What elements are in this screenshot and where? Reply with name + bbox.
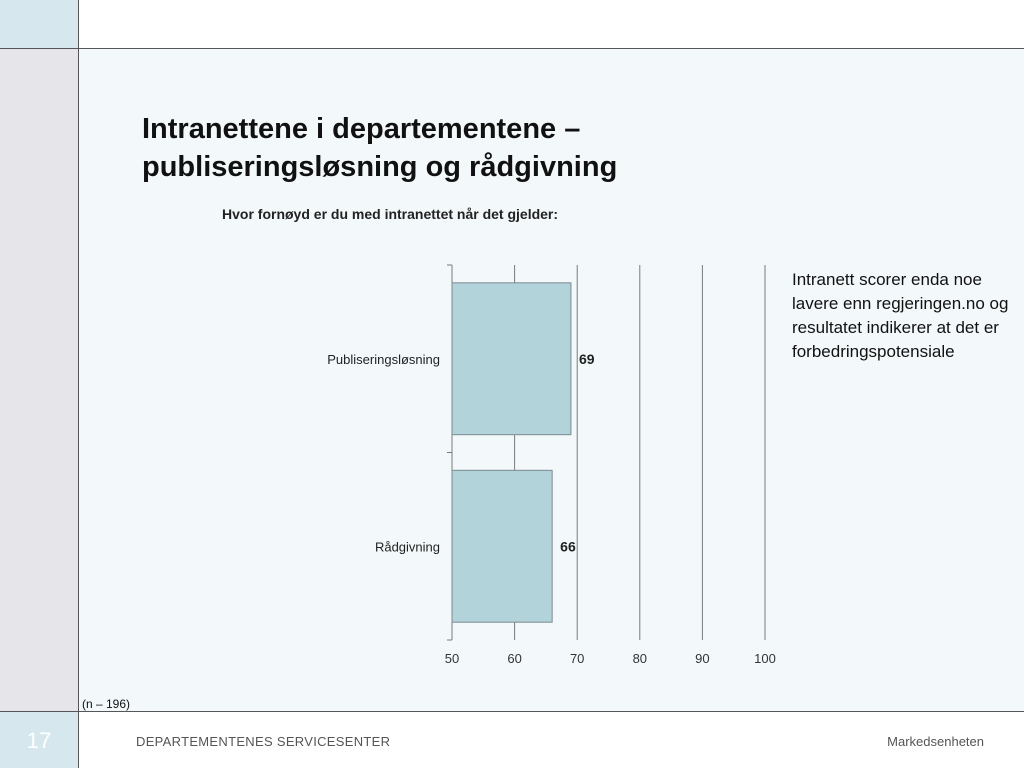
header-accent-block	[0, 0, 78, 48]
footer-unit: Markedsenheten	[887, 734, 984, 749]
x-tick-label: 90	[695, 651, 709, 666]
category-label: Publiseringsløsning	[327, 352, 440, 367]
bar	[451, 282, 572, 436]
top-divider	[0, 48, 1024, 49]
x-tick-label: 70	[570, 651, 584, 666]
bar-chart: 50 60 70 80 90 100 Publiseringsløsning 69 Rådgi…	[327, 264, 776, 666]
page-number: 17	[26, 728, 52, 753]
footer-organization: DEPARTEMENTENES SERVICESENTER	[136, 734, 391, 749]
footer-accent-block	[0, 712, 78, 768]
annotation-text: Intranett scorer enda noe lavere enn reg…	[792, 270, 1009, 361]
slide-title: Intranettene i departementene – publiser…	[142, 113, 618, 183]
bar	[451, 469, 553, 623]
x-tick-label: 60	[507, 651, 521, 666]
x-tick-label: 80	[633, 651, 647, 666]
x-tick-label: 50	[445, 651, 459, 666]
data-label: 66	[560, 538, 576, 554]
bottom-divider	[0, 711, 1024, 712]
x-tick-label: 100	[754, 651, 776, 666]
vertical-divider	[78, 0, 79, 768]
chart-title: Hvor fornøyd er du med intranettet når d…	[222, 206, 559, 222]
category-label: Rådgivning	[375, 539, 440, 554]
left-sidebar	[0, 48, 78, 711]
sample-size-note: (n – 196)	[82, 697, 131, 711]
data-label: 69	[579, 351, 595, 367]
